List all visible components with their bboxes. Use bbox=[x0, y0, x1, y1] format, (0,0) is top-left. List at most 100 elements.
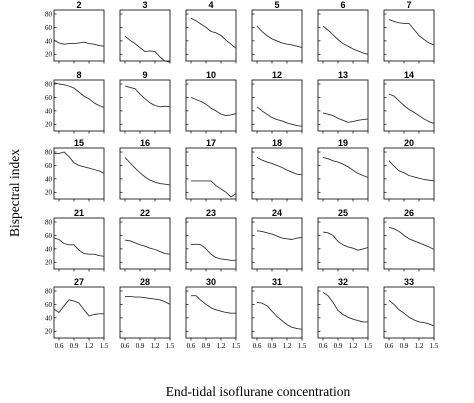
x-tick-label: 0.6 bbox=[187, 342, 196, 350]
x-tick-label: 1.2 bbox=[151, 342, 160, 350]
y-tick-label: 60 bbox=[45, 232, 53, 240]
y-tick-label: 40 bbox=[45, 245, 53, 253]
panel-title: 13 bbox=[338, 70, 348, 80]
x-tick-label: 1.5 bbox=[232, 342, 241, 350]
x-tick-label: 1.2 bbox=[217, 342, 226, 350]
panel-title: 5 bbox=[274, 0, 279, 10]
panel-title: 25 bbox=[338, 208, 348, 218]
series-line bbox=[53, 82, 105, 108]
panel-title: 26 bbox=[404, 208, 414, 218]
panel-24: 24 bbox=[251, 208, 303, 272]
x-tick-label: 0.9 bbox=[334, 342, 343, 350]
panel-title: 24 bbox=[272, 208, 282, 218]
y-tick-label: 40 bbox=[45, 314, 53, 322]
panel-frame bbox=[383, 79, 435, 132]
series-line bbox=[256, 230, 303, 240]
panel-title: 22 bbox=[140, 208, 150, 218]
panel-frame bbox=[185, 79, 237, 132]
series-line bbox=[256, 157, 303, 176]
y-tick-label: 20 bbox=[45, 328, 53, 336]
panel-33: 33 0.6 0.9 1.2 1.5 bbox=[383, 277, 439, 350]
panel-title: 15 bbox=[74, 138, 84, 148]
y-tick-label: 60 bbox=[45, 94, 53, 102]
series-line bbox=[124, 157, 171, 186]
panel-22: 22 bbox=[119, 208, 171, 272]
panel-5: 5 bbox=[251, 0, 303, 64]
y-tick-label: 60 bbox=[45, 162, 53, 170]
panel-title: 23 bbox=[206, 208, 216, 218]
panel-8: 8 20 40 60 80 bbox=[45, 70, 105, 134]
x-tick-label: 0.9 bbox=[136, 342, 145, 350]
panel-title: 16 bbox=[140, 138, 150, 148]
panel-13: 13 bbox=[317, 70, 369, 134]
y-tick-label: 80 bbox=[45, 218, 53, 226]
panel-title: 8 bbox=[76, 70, 81, 80]
series-line bbox=[191, 295, 236, 314]
series-line bbox=[256, 25, 303, 49]
panel-7: 7 bbox=[383, 0, 435, 64]
x-tick-label: 1.2 bbox=[283, 342, 292, 350]
y-tick-label: 20 bbox=[45, 121, 53, 129]
panel-frame bbox=[185, 286, 237, 339]
panel-frame bbox=[53, 79, 105, 132]
x-tick-label: 0.9 bbox=[202, 342, 211, 350]
series-line bbox=[388, 18, 435, 46]
x-tick-label: 0.6 bbox=[253, 342, 262, 350]
x-tick-label: 1.5 bbox=[100, 342, 109, 350]
y-tick-label: 40 bbox=[45, 107, 53, 115]
series-line bbox=[322, 156, 369, 178]
y-tick-label: 40 bbox=[45, 37, 53, 45]
y-tick-label: 40 bbox=[45, 175, 53, 183]
panel-frame bbox=[251, 217, 303, 270]
x-tick-label: 1.5 bbox=[430, 342, 439, 350]
panel-frame bbox=[317, 217, 369, 270]
panel-title: 33 bbox=[404, 277, 414, 287]
panel-frame bbox=[185, 217, 237, 270]
panel-frame bbox=[317, 9, 369, 62]
x-tick-label: 1.5 bbox=[298, 342, 307, 350]
y-tick-label: 20 bbox=[45, 189, 53, 197]
panel-17: 17 bbox=[185, 138, 237, 202]
panel-3: 3 bbox=[119, 0, 171, 64]
y-tick-label: 20 bbox=[45, 259, 53, 267]
series-line bbox=[124, 85, 171, 108]
panel-15: 15 20 40 60 80 bbox=[45, 138, 105, 202]
panel-title: 7 bbox=[406, 0, 411, 10]
panel-frame bbox=[383, 147, 435, 200]
panel-title: 14 bbox=[404, 70, 414, 80]
panel-title: 3 bbox=[142, 0, 147, 10]
panel-frame bbox=[119, 217, 171, 270]
panel-20: 20 bbox=[383, 138, 435, 202]
panel-frame bbox=[53, 286, 105, 339]
panel-10: 10 bbox=[185, 70, 237, 134]
panel-frame bbox=[185, 147, 237, 200]
panel-frame bbox=[383, 286, 435, 339]
panel-title: 30 bbox=[206, 277, 216, 287]
series-line bbox=[53, 237, 105, 257]
series-line bbox=[191, 180, 237, 198]
series-line bbox=[388, 93, 435, 125]
panel-title: 31 bbox=[272, 277, 282, 287]
panel-title: 27 bbox=[74, 277, 84, 287]
series-line bbox=[125, 295, 171, 305]
series-line bbox=[322, 112, 369, 123]
panel-21: 21 20 40 60 80 bbox=[45, 208, 105, 272]
x-tick-label: 0.9 bbox=[400, 342, 409, 350]
panel-title: 32 bbox=[338, 277, 348, 287]
panel-frame bbox=[53, 9, 105, 62]
panel-frame bbox=[119, 79, 171, 132]
panel-title: 28 bbox=[140, 277, 150, 287]
panel-frame bbox=[251, 286, 303, 339]
series-line bbox=[190, 96, 237, 117]
y-tick-label: 80 bbox=[45, 10, 53, 18]
panel-frame bbox=[383, 9, 435, 62]
panel-frame bbox=[317, 286, 369, 339]
panel-title: 17 bbox=[206, 138, 216, 148]
panel-frame bbox=[317, 79, 369, 132]
panel-14: 14 bbox=[383, 70, 435, 134]
panel-title: 10 bbox=[206, 70, 216, 80]
x-tick-label: 0.6 bbox=[385, 342, 394, 350]
x-axis-title: End-tidal isoflurane concentration bbox=[166, 384, 351, 399]
panel-title: 18 bbox=[272, 138, 282, 148]
panel-31: 31 0.6 0.9 1.2 1.5 bbox=[251, 277, 307, 350]
